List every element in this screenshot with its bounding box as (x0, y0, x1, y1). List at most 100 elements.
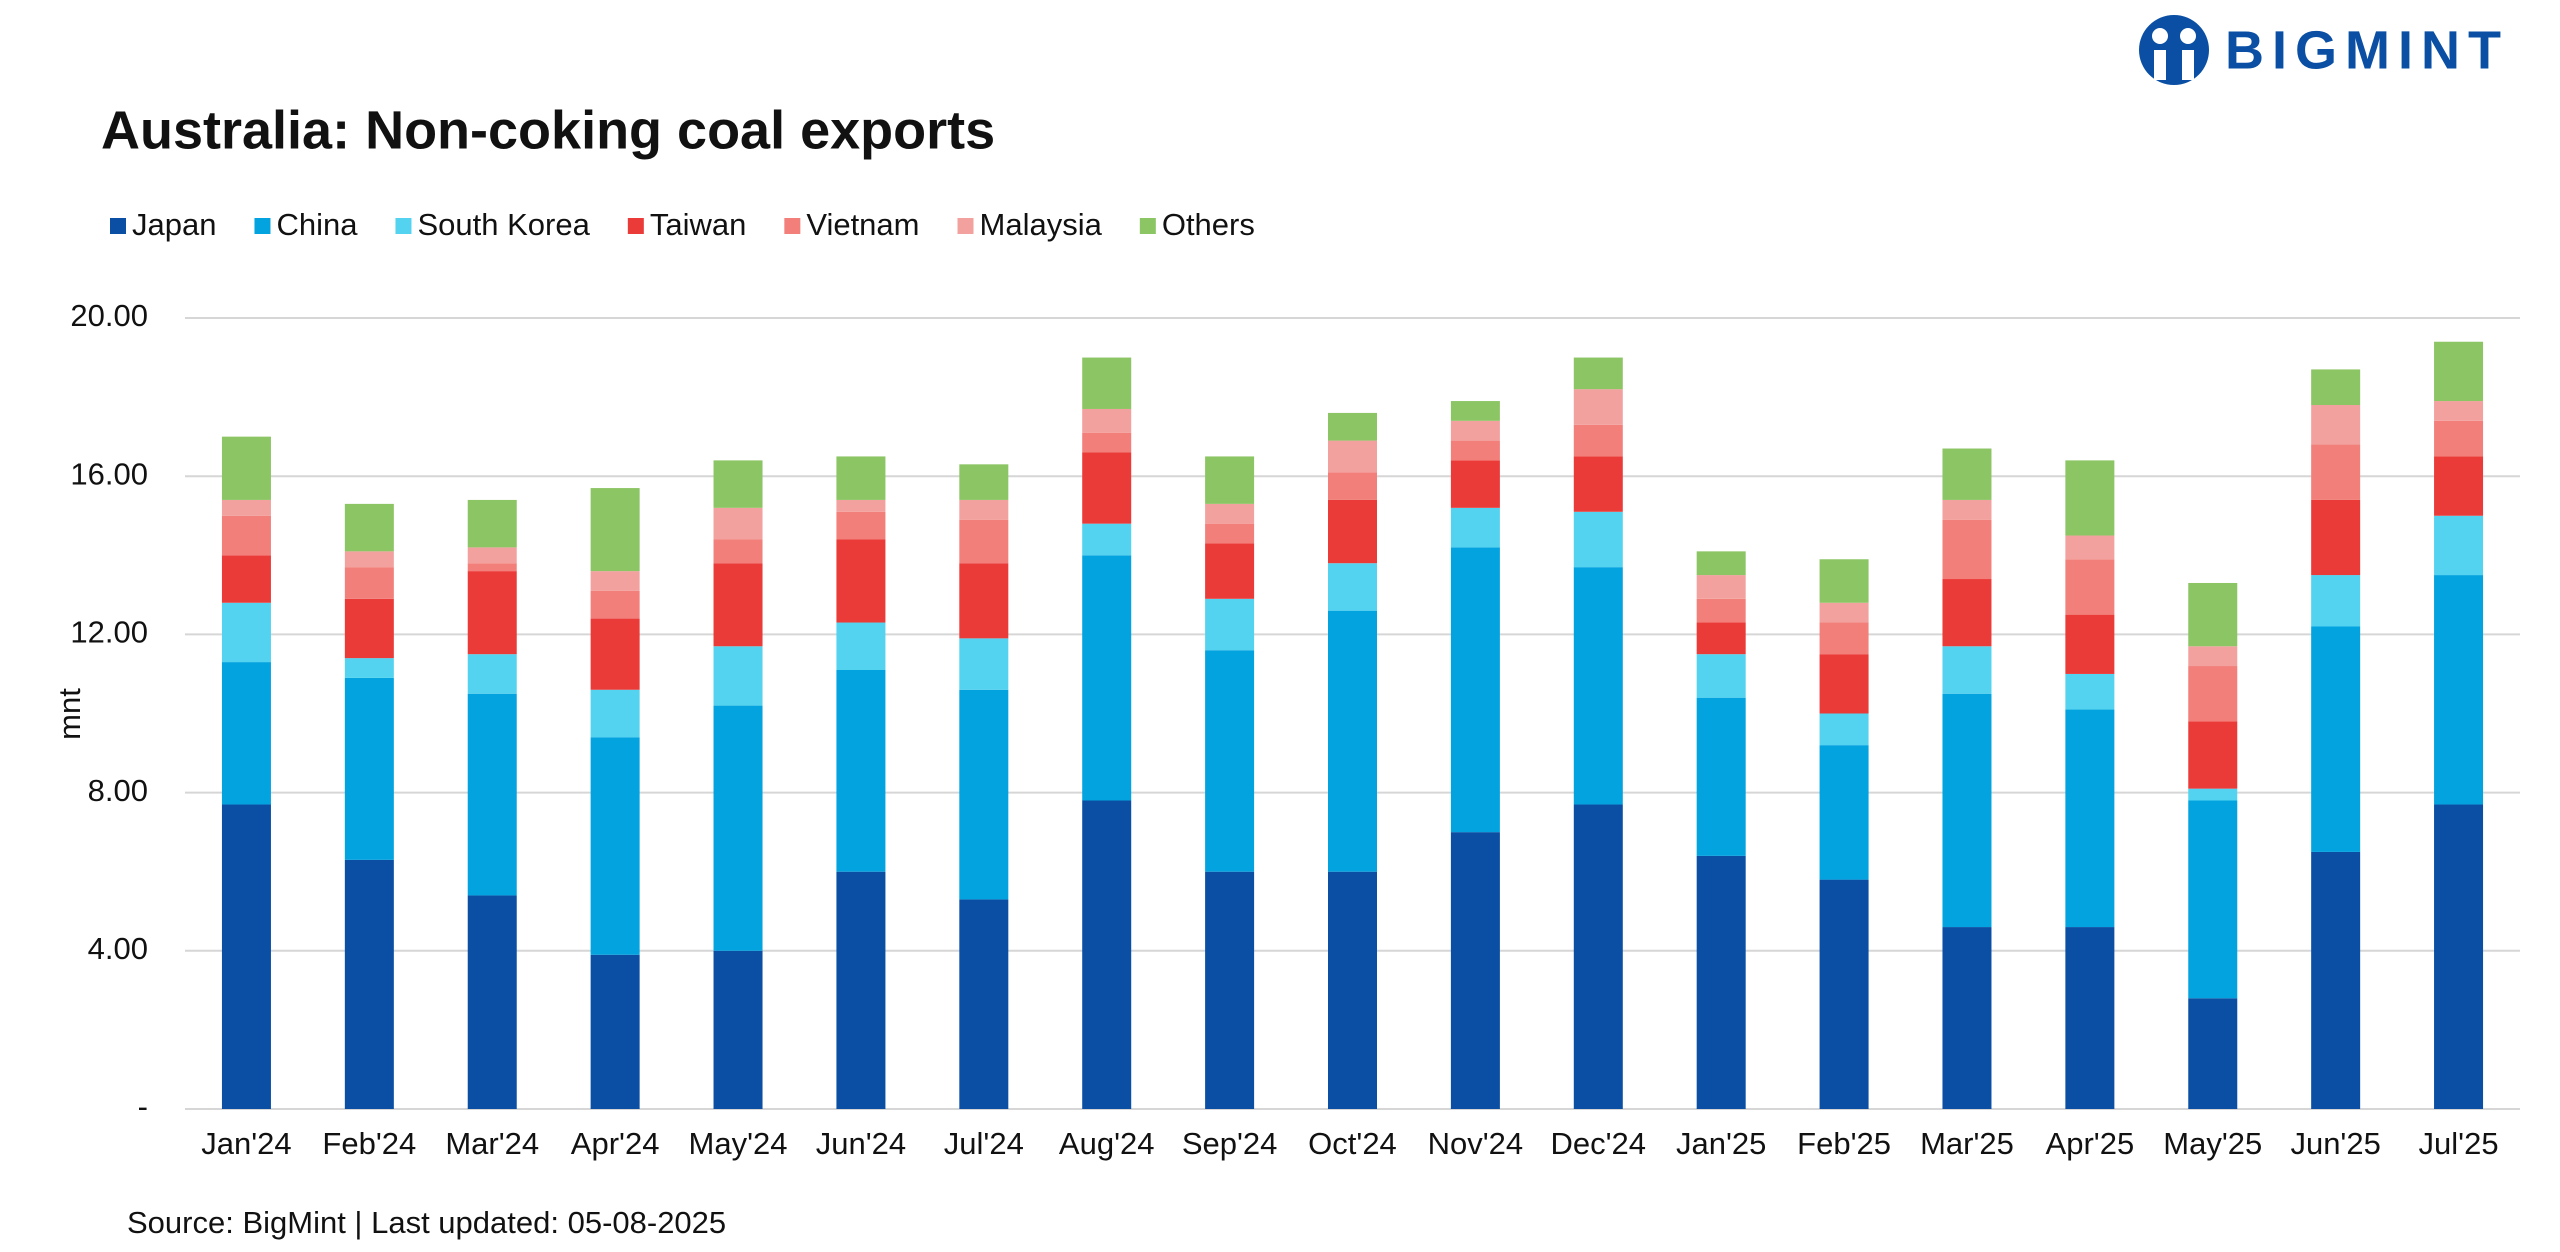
bar-segment (959, 689, 1009, 900)
bar-segment (1328, 440, 1377, 473)
bar-segment (959, 499, 1009, 520)
bar-segment (1942, 499, 1992, 520)
bar-segment (2188, 998, 2238, 1109)
bar-segment (1082, 555, 1132, 801)
legend-label: Vietnam (806, 207, 919, 242)
bar-segment (1328, 412, 1377, 441)
x-tick-label: Sep'24 (1182, 1126, 1278, 1161)
bar-segment (836, 669, 886, 872)
bar-segment (1082, 800, 1132, 1109)
bar-segment (590, 737, 640, 955)
bar-segment (836, 871, 886, 1109)
bar-segment (1573, 357, 1623, 390)
bar-segment (2188, 721, 2238, 789)
logo-icon (2139, 15, 2209, 85)
bar-segment (344, 551, 394, 568)
bar-segment (1942, 927, 1992, 1109)
bar-segment (1696, 697, 1746, 856)
bar-segment (959, 899, 1009, 1109)
bar-segment (1819, 559, 1869, 603)
legend-swatch (784, 218, 801, 234)
bar-segment (1450, 460, 1500, 508)
bar-segment (467, 547, 517, 564)
bar-segment (221, 662, 271, 805)
y-tick-label: 20.00 (70, 298, 148, 333)
bar-segment (1205, 503, 1255, 524)
bar-segment (1819, 622, 1869, 655)
bar-segment (1450, 507, 1500, 548)
bar-segment (1819, 654, 1869, 714)
bar-segment (2434, 456, 2484, 516)
bar-segment (467, 499, 517, 548)
bar-segment (221, 555, 271, 603)
y-tick-label: 12.00 (70, 615, 148, 650)
x-tick-label: Nov'24 (1428, 1126, 1524, 1161)
bar-segment (221, 499, 271, 516)
chart-title: Australia: Non-coking coal exports (101, 100, 995, 160)
bar-segment (1328, 563, 1377, 611)
bar-segment (2065, 673, 2115, 710)
legend-label: South Korea (417, 207, 590, 242)
bar-segment (1696, 622, 1746, 655)
x-tick-label: Mar'24 (445, 1126, 539, 1161)
bar-segment (2311, 444, 2361, 500)
legend-swatch (395, 218, 412, 234)
bar-segment (1942, 519, 1992, 580)
bar-segment (836, 539, 886, 623)
logo-icon-body (2154, 50, 2166, 80)
bar-segment (2188, 666, 2238, 722)
logo-icon-head (2152, 28, 2168, 44)
bar-segment (1942, 693, 1992, 928)
bar-segment (1082, 523, 1132, 556)
bar-segment (344, 503, 394, 552)
bar-segment (590, 618, 640, 690)
x-tick-label: Feb'25 (1797, 1126, 1891, 1161)
bar-segment (836, 511, 886, 540)
bar-segment (590, 571, 640, 591)
bar-segment (344, 567, 394, 599)
bar-segment (1819, 602, 1869, 623)
bar-segment (467, 693, 517, 896)
bar-segment (2311, 499, 2361, 576)
bar-segment (1696, 551, 1746, 576)
x-tick-label: Feb'24 (322, 1126, 416, 1161)
bar-segment (221, 804, 271, 1109)
bar-segment (1328, 610, 1377, 872)
bar-segment (1819, 713, 1869, 746)
y-tick-label: 16.00 (70, 456, 148, 491)
x-tick-label: Jan'24 (201, 1126, 291, 1161)
x-tick-label: May'25 (2163, 1126, 2262, 1161)
legend-swatch (254, 218, 271, 234)
bar-segment (1573, 456, 1623, 512)
logo-text: BIGMINT (2225, 20, 2509, 80)
bar-segment (344, 859, 394, 1109)
bar-segment (590, 954, 640, 1109)
logo-icon-body (2182, 50, 2194, 80)
x-tick-label: Jun'25 (2290, 1126, 2380, 1161)
bar-segment (467, 895, 517, 1109)
bar-segment (1696, 855, 1746, 1109)
bar-segment (2188, 646, 2238, 667)
bar-segment (1205, 650, 1255, 872)
bar-segment (1819, 745, 1869, 880)
bar-segment (2188, 582, 2238, 647)
bar-segment (221, 602, 271, 663)
bar-segment (959, 563, 1009, 639)
bar-segment (590, 488, 640, 572)
bar-segment (1573, 424, 1623, 457)
bar-segment (1573, 511, 1623, 568)
bar-segment (836, 622, 886, 670)
bar-segment (1328, 499, 1377, 564)
bar-segment (1082, 432, 1132, 453)
x-tick-label: Oct'24 (1308, 1126, 1397, 1161)
legend-swatch (110, 218, 126, 234)
bar-segment (590, 590, 640, 619)
bar-segment (2188, 788, 2238, 801)
legend-swatch (627, 218, 644, 234)
bar-segment (713, 539, 763, 564)
bar-segment (713, 950, 763, 1109)
bar-segment (1450, 547, 1500, 833)
bar-segment (2065, 535, 2115, 560)
bar-segment (2311, 575, 2361, 627)
bar-segment (2065, 559, 2115, 615)
